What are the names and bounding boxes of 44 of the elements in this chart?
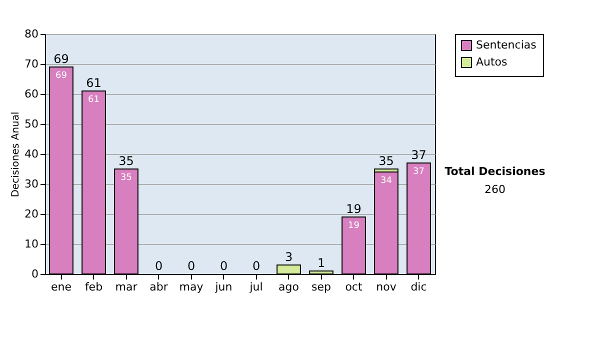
y-tick-label: 0 (32, 268, 38, 280)
total-label: 1 (317, 256, 326, 270)
total-label: 0 (252, 259, 260, 273)
x-tick-label: oct (345, 280, 363, 294)
total-label: 37 (411, 148, 426, 162)
total-label: 3 (284, 250, 293, 264)
data-label: 19 (348, 221, 360, 231)
y-tick-label: 80 (24, 28, 38, 40)
y-tick-label: 70 (24, 58, 38, 70)
y-axis-title: Decisiones Anual (10, 112, 22, 198)
text: 260 (484, 183, 506, 196)
y-tick-label: 30 (24, 178, 38, 190)
data-label: 35 (120, 173, 132, 183)
x-tick-label: nov (376, 280, 397, 294)
x-tick-label: mar (115, 280, 138, 294)
total-label: 61 (86, 76, 102, 90)
x-tick-label: ago (278, 280, 300, 294)
total-label: 19 (346, 202, 362, 216)
data-label: 61 (88, 95, 100, 105)
data-label: 69 (56, 71, 68, 81)
x-tick-label: jun (214, 280, 232, 294)
legend-label: Sentencias (476, 38, 537, 52)
x-tick-label: feb (84, 280, 103, 294)
x-tick-label: sep (312, 280, 332, 294)
x-tick-label: jul (248, 280, 263, 294)
total-label: 35 (378, 154, 394, 168)
legend-label: Autos (476, 56, 508, 68)
x-tick-label: may (179, 280, 204, 294)
x-tick-label: abr (150, 280, 168, 294)
y-tick-label: 10 (24, 238, 38, 250)
y-tick-label: 20 (24, 208, 38, 220)
total-label: 35 (118, 154, 134, 168)
data-label: 37 (413, 167, 424, 177)
y-tick-label: 50 (24, 118, 38, 130)
x-tick-label: ene (50, 280, 72, 294)
total-label: 0 (187, 259, 196, 273)
y-tick-label: 40 (24, 148, 38, 160)
data-label: 34 (380, 176, 392, 186)
y-tick-label: 60 (24, 88, 38, 100)
text: Total Decisiones (444, 165, 546, 178)
total-label: 0 (220, 259, 228, 273)
total-label: 69 (54, 52, 69, 66)
total-label: 0 (154, 259, 163, 273)
x-tick-label: dic (410, 280, 427, 294)
